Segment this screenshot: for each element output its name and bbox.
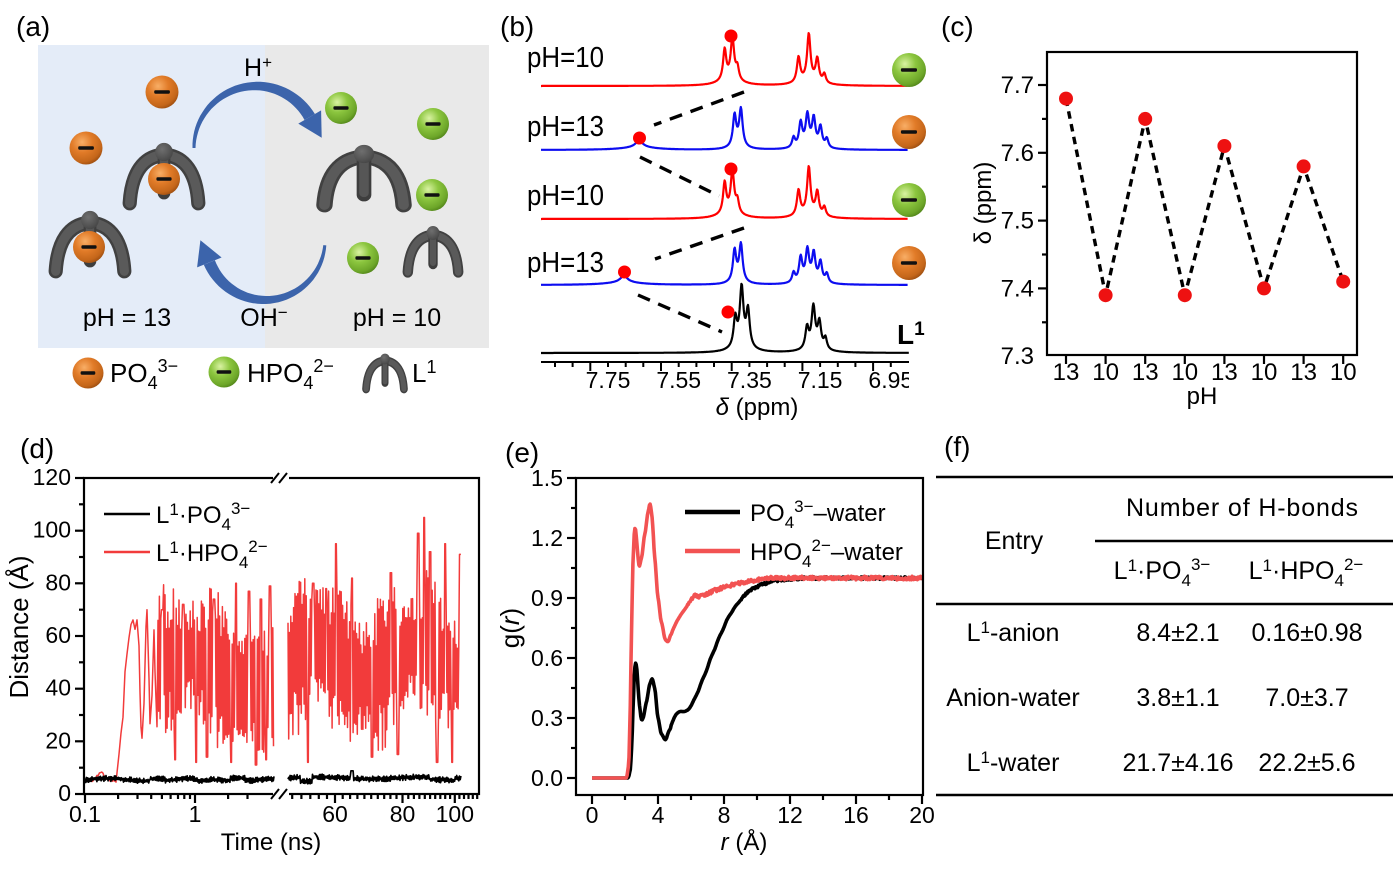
svg-text:(d): (d) bbox=[20, 433, 54, 464]
svg-text:12: 12 bbox=[777, 802, 803, 828]
svg-text:60: 60 bbox=[45, 622, 71, 648]
svg-text:40: 40 bbox=[45, 675, 71, 701]
svg-text:7.6: 7.6 bbox=[1001, 140, 1034, 167]
svg-text:0.16±0.98: 0.16±0.98 bbox=[1251, 619, 1362, 647]
svg-text:r (Å): r (Å) bbox=[721, 828, 768, 856]
svg-text:7.75: 7.75 bbox=[586, 367, 631, 393]
svg-text:(a): (a) bbox=[16, 11, 50, 42]
svg-text:80: 80 bbox=[45, 569, 71, 595]
svg-text:20: 20 bbox=[909, 802, 935, 828]
svg-text:g(r): g(r) bbox=[495, 608, 525, 648]
svg-text:(e): (e) bbox=[505, 437, 539, 468]
svg-text:Time (ns): Time (ns) bbox=[221, 829, 321, 856]
svg-text:7.15: 7.15 bbox=[798, 367, 843, 393]
svg-text:pH=10: pH=10 bbox=[527, 180, 604, 212]
svg-text:120: 120 bbox=[33, 464, 71, 490]
svg-text:7.55: 7.55 bbox=[656, 367, 701, 393]
svg-text:pH=10: pH=10 bbox=[527, 42, 604, 74]
svg-text:0: 0 bbox=[586, 802, 599, 828]
svg-text:1: 1 bbox=[189, 801, 202, 827]
svg-text:0.6: 0.6 bbox=[531, 645, 563, 671]
svg-text:4: 4 bbox=[652, 802, 665, 828]
svg-text:1.2: 1.2 bbox=[531, 525, 563, 551]
svg-text:L1·HPO42−: L1·HPO42− bbox=[156, 537, 268, 572]
svg-text:3.8±1.1: 3.8±1.1 bbox=[1136, 684, 1219, 712]
svg-text:7.5: 7.5 bbox=[1001, 208, 1034, 235]
svg-text:8: 8 bbox=[718, 802, 731, 828]
svg-text:22.2±5.6: 22.2±5.6 bbox=[1258, 749, 1355, 777]
svg-text:PO43−–water: PO43−–water bbox=[750, 497, 886, 532]
svg-text:10: 10 bbox=[1171, 359, 1198, 386]
svg-text:7.0±3.7: 7.0±3.7 bbox=[1265, 684, 1348, 712]
svg-text:100: 100 bbox=[436, 801, 474, 827]
svg-text:δ (ppm): δ (ppm) bbox=[716, 394, 799, 421]
svg-text:0.3: 0.3 bbox=[531, 705, 563, 731]
svg-text:pH=13: pH=13 bbox=[527, 247, 604, 279]
svg-text:21.7±4.16: 21.7±4.16 bbox=[1122, 749, 1233, 777]
svg-text:13: 13 bbox=[1132, 359, 1159, 386]
svg-text:L1-anion: L1-anion bbox=[967, 618, 1060, 647]
svg-text:100: 100 bbox=[33, 517, 71, 543]
svg-text:10: 10 bbox=[1251, 359, 1278, 386]
svg-text:60: 60 bbox=[322, 801, 348, 827]
svg-text:Number of H-bonds: Number of H-bonds bbox=[1126, 494, 1358, 522]
svg-text:1.5: 1.5 bbox=[531, 465, 563, 491]
svg-text:16: 16 bbox=[843, 802, 869, 828]
svg-text:7.4: 7.4 bbox=[1001, 275, 1034, 302]
svg-text:10: 10 bbox=[1092, 359, 1119, 386]
svg-text:0.1: 0.1 bbox=[69, 801, 101, 827]
svg-text:0.0: 0.0 bbox=[531, 765, 563, 791]
svg-text:pH = 10: pH = 10 bbox=[353, 304, 441, 332]
svg-text:20: 20 bbox=[45, 727, 71, 753]
svg-text:Anion-water: Anion-water bbox=[946, 684, 1079, 712]
svg-text:13: 13 bbox=[1211, 359, 1238, 386]
svg-text:80: 80 bbox=[390, 801, 416, 827]
svg-text:7.3: 7.3 bbox=[1001, 343, 1034, 370]
svg-text:10: 10 bbox=[1330, 359, 1357, 386]
svg-text:Distance (Å): Distance (Å) bbox=[4, 555, 34, 698]
svg-text:(b): (b) bbox=[500, 11, 534, 42]
svg-text:pH: pH bbox=[1187, 383, 1218, 410]
svg-text:0: 0 bbox=[58, 780, 71, 806]
svg-text:δ (ppm): δ (ppm) bbox=[970, 162, 997, 245]
svg-text:13: 13 bbox=[1053, 359, 1080, 386]
svg-text:pH=13: pH=13 bbox=[527, 111, 604, 143]
svg-text:pH = 13: pH = 13 bbox=[83, 304, 171, 332]
svg-text:8.4±2.1: 8.4±2.1 bbox=[1136, 619, 1219, 647]
svg-text:Entry: Entry bbox=[985, 527, 1044, 555]
svg-text:HPO42−: HPO42− bbox=[247, 356, 334, 393]
svg-text:0.9: 0.9 bbox=[531, 585, 563, 611]
svg-text:6.95: 6.95 bbox=[868, 367, 913, 393]
svg-text:7.35: 7.35 bbox=[727, 367, 772, 393]
svg-text:13: 13 bbox=[1290, 359, 1317, 386]
svg-text:7.7: 7.7 bbox=[1001, 72, 1034, 99]
svg-text:(c): (c) bbox=[941, 11, 974, 42]
svg-text:(f): (f) bbox=[944, 431, 970, 462]
